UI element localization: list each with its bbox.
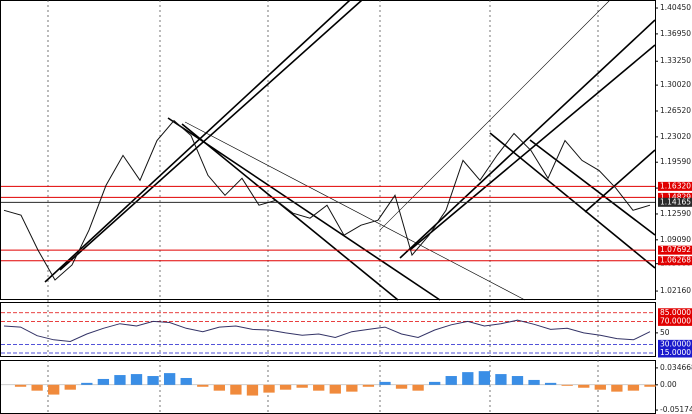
histogram-bar (578, 384, 590, 388)
histogram-bar (147, 376, 159, 385)
level-label-bg (658, 181, 692, 191)
histogram-bar (130, 374, 143, 385)
y-tick-label: 1.12590 (660, 209, 691, 218)
level-label: 30.0000 (660, 339, 691, 348)
histogram-bar (346, 384, 358, 392)
histogram-bar (48, 384, 60, 395)
level-label: 1.14829 (660, 192, 691, 201)
level-label-bg (658, 192, 692, 202)
histogram-bar (478, 371, 491, 385)
histogram-bar (412, 384, 424, 391)
histogram-bar (197, 384, 209, 387)
histogram-bar (445, 376, 457, 385)
histogram-bar (561, 384, 573, 386)
level-label-bg (658, 197, 692, 207)
histogram-bar (97, 378, 110, 385)
histogram-bar (379, 381, 391, 385)
histogram-bar (528, 379, 540, 385)
y-tick-label: -0.051749 (660, 405, 692, 414)
histogram-bar (180, 377, 192, 385)
histogram-bar (263, 384, 275, 393)
y-tick-label: 1.26520 (660, 106, 691, 115)
y-tick-label: 1.40450 (660, 3, 691, 12)
histogram-bar (64, 384, 76, 390)
level-label: 15.0000 (660, 348, 691, 357)
histogram-bar (31, 384, 43, 391)
histogram-bar (495, 374, 507, 385)
channels (44, 0, 656, 301)
level-label-bg (658, 316, 692, 326)
level-label: 70.0000 (660, 316, 691, 325)
main-panel (0, 0, 656, 300)
y-tick-label: 1.33250 (660, 56, 691, 65)
histogram-bar (611, 384, 623, 392)
y-tick-label: 50 (660, 328, 670, 337)
histogram-bar (246, 384, 259, 396)
level-label: 1.06268 (660, 256, 691, 265)
histogram-bar (81, 382, 93, 385)
price-line (3, 319, 651, 343)
level-label: 1.07692 (660, 245, 691, 254)
level-label-bg (658, 245, 692, 255)
price-line (3, 119, 651, 281)
histogram-bar (544, 382, 557, 385)
histogram-bar (511, 376, 524, 385)
y-tick-label: 1.02160 (660, 286, 691, 295)
y-tick-label: 1.09090 (660, 235, 691, 244)
y-tick-label: 0.0346683 (660, 363, 692, 372)
histogram-bar (462, 372, 474, 385)
level-label-bg (658, 256, 692, 266)
histogram-bar (362, 384, 375, 387)
y-tick-label: 0.00 (660, 380, 677, 389)
histogram-bar (230, 384, 242, 395)
histogram-bar (644, 384, 656, 387)
histogram-bar (279, 384, 292, 390)
vertical-separators (47, 0, 599, 414)
level-label: 1.16320 (660, 181, 691, 190)
histogram-bar (329, 384, 341, 394)
histogram-bar (163, 373, 176, 385)
macd-panel (0, 360, 656, 414)
histogram-bar (395, 384, 408, 389)
histogram-bar (313, 384, 325, 391)
histogram-bar (429, 381, 441, 385)
y-tick-label: 1.23020 (660, 132, 691, 141)
histogram-bar (296, 384, 308, 388)
oscillator-panel (0, 302, 656, 357)
level-label: 1.14165 (660, 197, 691, 206)
level-label-bg (658, 339, 692, 349)
level-label-bg (658, 348, 692, 358)
y-tick-label: 1.30020 (660, 80, 691, 89)
level-label: 85.0000 (660, 308, 691, 317)
histogram-bar (14, 384, 27, 387)
histogram-bar (114, 375, 126, 385)
y-tick-label: 1.19590 (660, 157, 691, 166)
y-tick-label: 1.36950 (660, 29, 691, 38)
histogram-bar (594, 384, 606, 390)
histogram-bar (627, 384, 640, 391)
histogram-bar (213, 384, 225, 391)
level-label-bg (658, 308, 692, 318)
